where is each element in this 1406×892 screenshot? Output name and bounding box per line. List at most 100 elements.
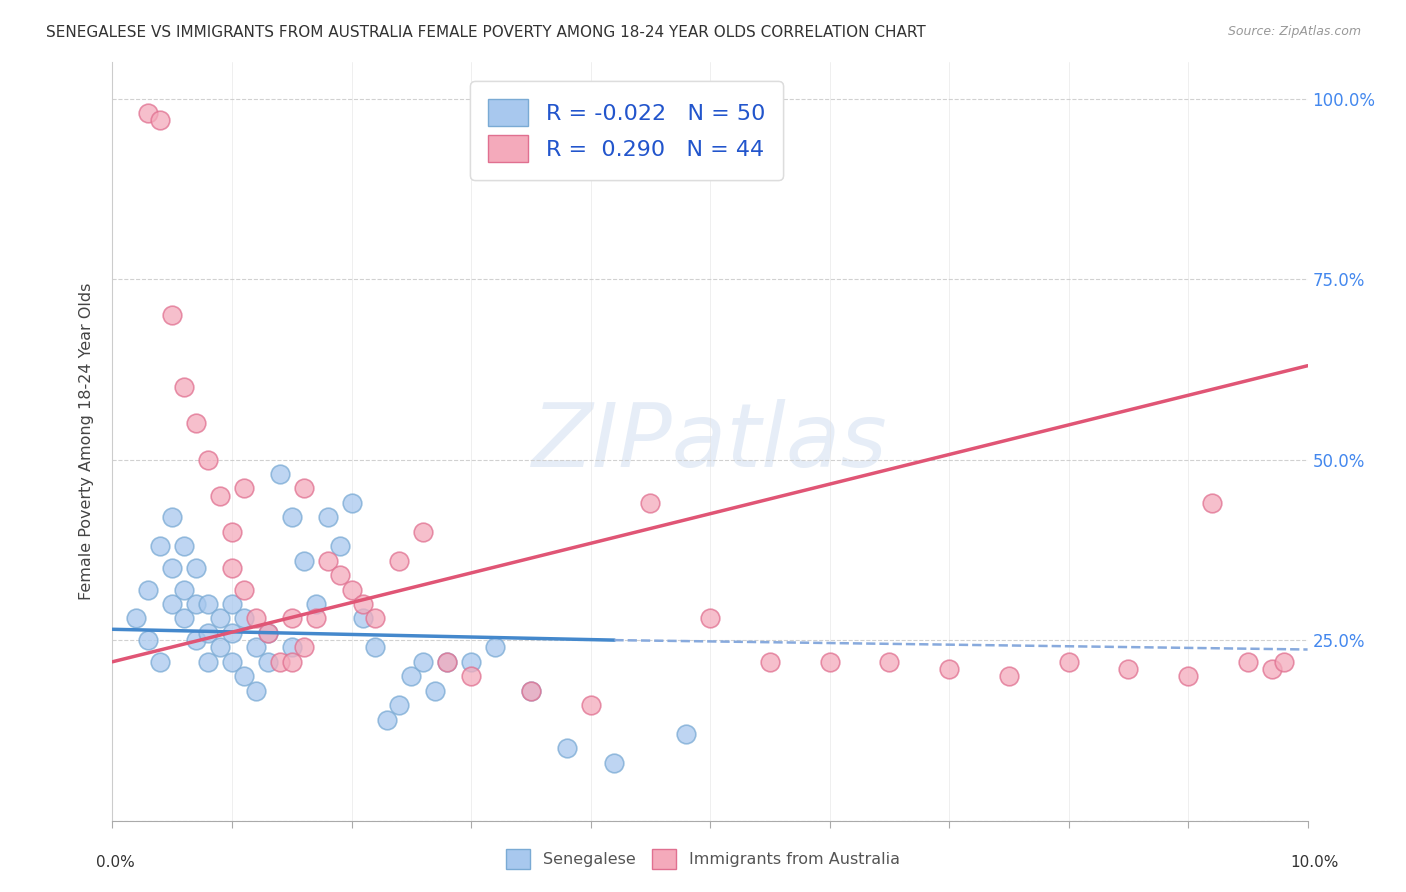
Point: [353, 597, 375, 611]
Point: [162, 308, 183, 322]
Point: [377, 713, 399, 727]
Text: SENEGALESE VS IMMIGRANTS FROM AUSTRALIA FEMALE POVERTY AMONG 18-24 YEAR OLDS COR: SENEGALESE VS IMMIGRANTS FROM AUSTRALIA …: [46, 25, 927, 40]
Point: [818, 655, 841, 669]
Point: [340, 496, 363, 510]
Point: [1261, 662, 1284, 676]
Point: [292, 554, 315, 568]
Point: [233, 582, 256, 597]
Point: [209, 611, 232, 625]
Point: [173, 539, 195, 553]
Point: [640, 496, 662, 510]
Point: [197, 626, 219, 640]
Point: [364, 640, 387, 655]
Legend: Senegalese, Immigrants from Australia: Senegalese, Immigrants from Australia: [501, 843, 905, 875]
Point: [149, 113, 172, 128]
Y-axis label: Female Poverty Among 18-24 Year Olds: Female Poverty Among 18-24 Year Olds: [79, 283, 94, 600]
Text: 10.0%: 10.0%: [1291, 855, 1339, 870]
Text: ZIPatlas: ZIPatlas: [533, 399, 887, 484]
Point: [759, 655, 782, 669]
Point: [460, 655, 482, 669]
Point: [281, 611, 304, 625]
Text: 0.0%: 0.0%: [96, 855, 135, 870]
Point: [1272, 655, 1295, 669]
Point: [138, 582, 160, 597]
Point: [281, 655, 304, 669]
Point: [329, 539, 352, 553]
Point: [257, 626, 280, 640]
Point: [173, 611, 195, 625]
Point: [675, 727, 697, 741]
Point: [364, 611, 387, 625]
Point: [162, 561, 183, 575]
Point: [292, 482, 315, 496]
Point: [520, 683, 543, 698]
Point: [353, 611, 375, 625]
Point: [1118, 662, 1140, 676]
Point: [269, 467, 291, 481]
Point: [245, 611, 267, 625]
Point: [340, 582, 363, 597]
Point: [138, 633, 160, 648]
Point: [257, 655, 280, 669]
Point: [186, 561, 208, 575]
Point: [460, 669, 482, 683]
Point: [186, 597, 208, 611]
Point: [412, 524, 434, 539]
Point: [281, 510, 304, 524]
Text: Source: ZipAtlas.com: Source: ZipAtlas.com: [1227, 25, 1361, 38]
Point: [257, 626, 280, 640]
Point: [436, 655, 458, 669]
Point: [197, 452, 219, 467]
Point: [305, 597, 328, 611]
Point: [221, 524, 243, 539]
Point: [125, 611, 148, 625]
Point: [281, 640, 304, 655]
Point: [221, 655, 243, 669]
Point: [149, 655, 172, 669]
Point: [233, 669, 256, 683]
Point: [138, 106, 160, 120]
Point: [1201, 496, 1223, 510]
Point: [579, 698, 602, 712]
Point: [699, 611, 721, 625]
Point: [388, 698, 411, 712]
Point: [1237, 655, 1260, 669]
Point: [555, 741, 578, 756]
Point: [938, 662, 960, 676]
Point: [173, 380, 195, 394]
Point: [221, 561, 243, 575]
Point: [221, 626, 243, 640]
Point: [316, 510, 339, 524]
Point: [484, 640, 506, 655]
Point: [305, 611, 328, 625]
Point: [879, 655, 901, 669]
Point: [197, 655, 219, 669]
Point: [221, 597, 243, 611]
Point: [316, 554, 339, 568]
Point: [388, 554, 411, 568]
Point: [436, 655, 458, 669]
Point: [401, 669, 423, 683]
Point: [329, 568, 352, 582]
Point: [162, 597, 183, 611]
Legend: R = -0.022   N = 50, R =  0.290   N = 44: R = -0.022 N = 50, R = 0.290 N = 44: [470, 81, 783, 180]
Point: [186, 417, 208, 431]
Point: [520, 683, 543, 698]
Point: [209, 640, 232, 655]
Point: [425, 683, 447, 698]
Point: [233, 482, 256, 496]
Point: [269, 655, 291, 669]
Point: [245, 683, 267, 698]
Point: [1057, 655, 1080, 669]
Point: [412, 655, 434, 669]
Point: [186, 633, 208, 648]
Point: [197, 597, 219, 611]
Point: [209, 489, 232, 503]
Point: [245, 640, 267, 655]
Point: [233, 611, 256, 625]
Point: [149, 539, 172, 553]
Point: [1177, 669, 1199, 683]
Point: [998, 669, 1021, 683]
Point: [173, 582, 195, 597]
Point: [603, 756, 626, 770]
